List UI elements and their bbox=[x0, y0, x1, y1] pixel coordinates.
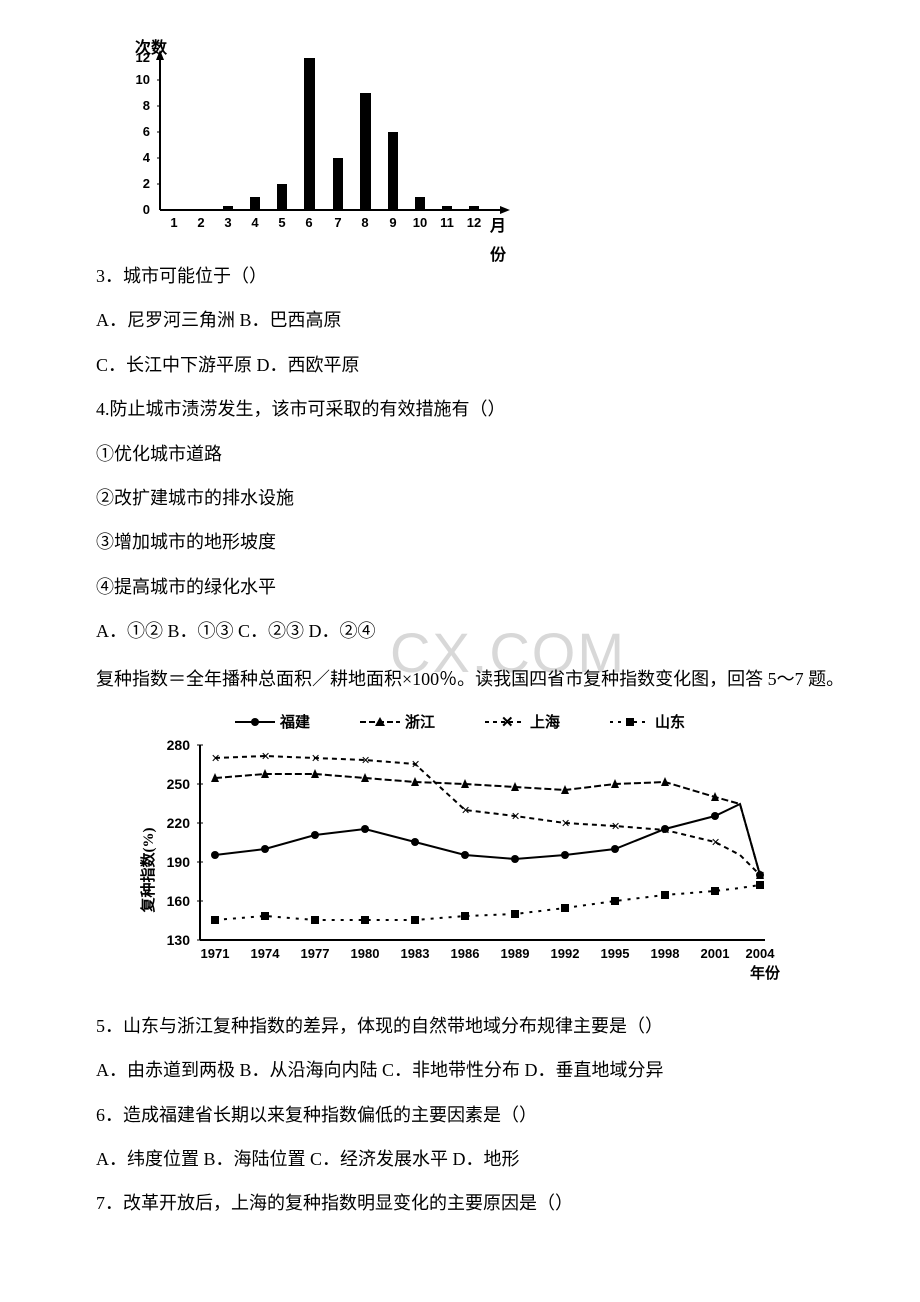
q6-options: A．纬度位置 B．海陆位置 C．经济发展水平 D．地形 bbox=[60, 1143, 860, 1175]
svg-text:10: 10 bbox=[413, 215, 427, 230]
svg-text:✕: ✕ bbox=[261, 751, 270, 763]
chart2-svg: 福建 浙江 ✕ 上海 山东 130 160 190 bbox=[135, 710, 785, 990]
chart2: 福建 浙江 ✕ 上海 山东 130 160 190 bbox=[135, 710, 785, 990]
q4-item2: ②改扩建城市的排水设施 bbox=[60, 482, 860, 514]
q4-item1: ①优化城市道路 bbox=[60, 438, 860, 470]
q4-item4: ④提高城市的绿化水平 bbox=[60, 571, 860, 603]
svg-text:1986: 1986 bbox=[451, 946, 480, 961]
svg-text:160: 160 bbox=[167, 893, 191, 909]
svg-text:福建: 福建 bbox=[279, 713, 311, 731]
svg-text:山东: 山东 bbox=[655, 713, 685, 731]
svg-text:7: 7 bbox=[334, 215, 341, 230]
q7-stem: 7．改革开放后，上海的复种指数明显变化的主要原因是（） bbox=[60, 1187, 860, 1219]
svg-text:220: 220 bbox=[167, 815, 191, 831]
svg-text:3: 3 bbox=[224, 215, 231, 230]
intro-5-7: 复种指数＝全年播种总面积／耕地面积×100％。读我国四省市复种指数变化图，回答 … bbox=[60, 663, 860, 695]
svg-text:1974: 1974 bbox=[251, 946, 281, 961]
svg-text:1983: 1983 bbox=[401, 946, 430, 961]
svg-text:年份: 年份 bbox=[750, 964, 781, 982]
q3-options-ab: A．尼罗河三角洲 B．巴西高原 bbox=[60, 304, 860, 336]
svg-text:5: 5 bbox=[278, 215, 285, 230]
svg-text:✕: ✕ bbox=[501, 714, 514, 731]
svg-text:✕: ✕ bbox=[611, 821, 620, 833]
q4-options: A．①② B．①③ C．②③ D．②④ bbox=[60, 615, 860, 647]
svg-text:2: 2 bbox=[197, 215, 204, 230]
svg-text:2: 2 bbox=[143, 176, 150, 191]
q4-stem: 4.防止城市渍涝发生，该市可采取的有效措施有（） bbox=[60, 393, 860, 425]
svg-text:复种指数(%): 复种指数(%) bbox=[139, 827, 157, 913]
svg-text:4: 4 bbox=[143, 150, 151, 165]
svg-text:250: 250 bbox=[167, 776, 191, 792]
svg-text:2004: 2004 bbox=[746, 946, 776, 961]
svg-text:1977: 1977 bbox=[301, 946, 330, 961]
q4-item3: ③增加城市的地形坡度 bbox=[60, 526, 860, 558]
svg-text:✕: ✕ bbox=[461, 805, 470, 817]
q5-options: A．由赤道到两极 B．从沿海向内陆 C．非地带性分布 D．垂直地域分异 bbox=[60, 1054, 860, 1086]
svg-text:1: 1 bbox=[170, 215, 177, 230]
svg-text:12: 12 bbox=[467, 215, 481, 230]
chart1: 0 2 4 6 8 10 12 bbox=[120, 40, 520, 240]
svg-text:1998: 1998 bbox=[651, 946, 680, 961]
svg-text:1971: 1971 bbox=[201, 946, 230, 961]
svg-text:上海: 上海 bbox=[530, 713, 560, 731]
svg-text:1995: 1995 bbox=[601, 946, 630, 961]
svg-text:190: 190 bbox=[167, 854, 191, 870]
q3-options-cd: C．长江中下游平原 D．西欧平原 bbox=[60, 349, 860, 381]
svg-text:10: 10 bbox=[136, 72, 150, 87]
svg-text:✕: ✕ bbox=[361, 755, 370, 767]
q3-stem: 3．城市可能位于（） bbox=[60, 260, 860, 292]
q6-stem: 6．造成福建省长期以来复种指数偏低的主要因素是（） bbox=[60, 1099, 860, 1131]
svg-text:1989: 1989 bbox=[501, 946, 530, 961]
svg-text:✕: ✕ bbox=[711, 837, 720, 849]
svg-text:✕: ✕ bbox=[311, 753, 320, 765]
svg-text:1992: 1992 bbox=[551, 946, 580, 961]
chart1-svg: 0 2 4 6 8 10 12 bbox=[120, 40, 520, 240]
chart1-x-label: 月份 bbox=[490, 213, 520, 271]
svg-text:1980: 1980 bbox=[351, 946, 380, 961]
svg-text:2001: 2001 bbox=[701, 946, 730, 961]
svg-text:9: 9 bbox=[389, 215, 396, 230]
svg-text:8: 8 bbox=[143, 98, 150, 113]
svg-text:0: 0 bbox=[143, 202, 150, 217]
svg-text:✕: ✕ bbox=[411, 759, 420, 771]
svg-text:浙江: 浙江 bbox=[405, 713, 435, 731]
svg-text:8: 8 bbox=[361, 215, 368, 230]
svg-text:130: 130 bbox=[167, 932, 191, 948]
chart1-y-label: 次数 bbox=[135, 35, 167, 64]
svg-text:11: 11 bbox=[440, 215, 454, 230]
svg-text:280: 280 bbox=[167, 737, 191, 753]
svg-text:✕: ✕ bbox=[511, 811, 520, 823]
svg-text:6: 6 bbox=[305, 215, 312, 230]
chart1-container: 0 2 4 6 8 10 12 bbox=[120, 40, 860, 240]
q5-stem: 5．山东与浙江复种指数的差异，体现的自然带地域分布规律主要是（） bbox=[60, 1010, 860, 1042]
svg-text:✕: ✕ bbox=[561, 818, 570, 830]
svg-text:✕: ✕ bbox=[211, 753, 220, 765]
svg-text:4: 4 bbox=[251, 215, 259, 230]
svg-text:6: 6 bbox=[143, 124, 150, 139]
